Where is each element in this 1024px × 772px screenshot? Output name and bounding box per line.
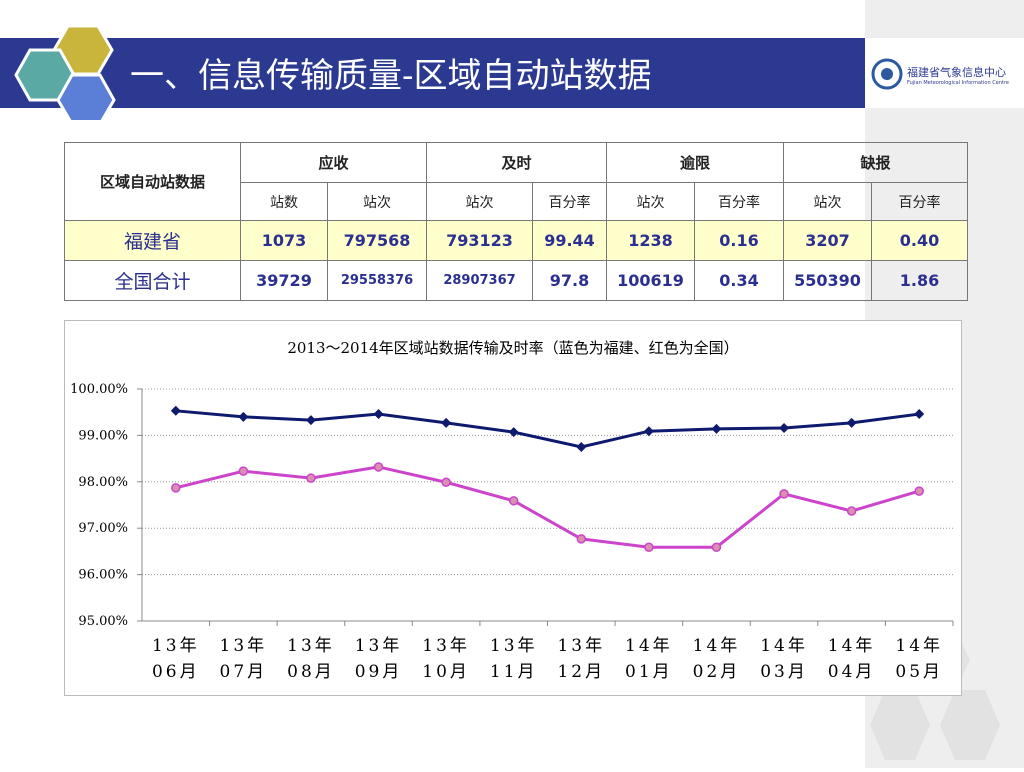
marker <box>238 411 249 422</box>
x-tick-label: 14年 <box>895 636 943 656</box>
y-tick-label: 99.00% <box>78 428 128 443</box>
cell: 全国合计 <box>64 260 241 301</box>
marker <box>441 477 451 488</box>
marker <box>914 486 924 496</box>
cell: 福建省 <box>64 220 241 261</box>
marker <box>170 405 181 416</box>
logo-icon <box>871 58 903 90</box>
slide-title: 一、信息传输质量-区域自动站数据 <box>130 56 652 96</box>
subheader: 站次 <box>606 182 695 221</box>
x-tick-label: 14年 <box>760 636 808 656</box>
corner: 区域自动站数据 <box>64 142 241 221</box>
x-tick-label: 11月 <box>490 662 538 682</box>
cell: 97.8 <box>532 260 607 301</box>
y-tick-label: 100.00% <box>70 382 128 397</box>
marker <box>373 462 384 472</box>
cell: 29558376 <box>327 260 427 301</box>
x-tick-label: 05月 <box>895 662 943 682</box>
y-tick-label: 98.00% <box>78 475 128 490</box>
marker <box>779 489 789 499</box>
marker <box>238 466 249 476</box>
marker <box>576 442 587 452</box>
cell: 28907367 <box>426 260 533 301</box>
subheader: 站次 <box>327 182 427 221</box>
x-tick-label: 13年 <box>152 636 200 656</box>
cell: 797568 <box>327 220 427 261</box>
marker <box>643 426 654 437</box>
series-line <box>175 465 920 549</box>
marker <box>441 417 452 428</box>
marker <box>644 542 654 552</box>
subheader: 站次 <box>426 182 533 221</box>
x-tick-label: 13年 <box>355 636 403 656</box>
x-tick-label: 02月 <box>693 662 741 682</box>
cell: 793123 <box>426 220 533 261</box>
marker <box>846 506 857 516</box>
x-tick-label: 12月 <box>557 662 605 682</box>
title-band <box>0 38 865 108</box>
marker <box>711 423 722 434</box>
x-tick-label: 01月 <box>625 662 673 682</box>
x-tick-label: 14年 <box>828 636 876 656</box>
chart-box: 2013～2014年区域站数据传输及时率（蓝色为福建、红色为全国） 95.00% 9… <box>64 320 962 696</box>
group: 缺报 <box>783 142 968 183</box>
chart-title: 2013～2014年区域站数据传输及时率（蓝色为福建、红色为全国） <box>287 339 738 357</box>
cell: 1.86 <box>871 260 968 301</box>
subheader: 站次 <box>783 182 872 221</box>
marker <box>576 534 587 544</box>
cell: 1238 <box>606 220 695 261</box>
x-tick-label: 07月 <box>220 662 268 682</box>
cell: 0.40 <box>871 220 968 261</box>
subheader: 站数 <box>240 182 328 221</box>
marker <box>846 417 857 428</box>
y-tick-label: 96.00% <box>78 568 128 583</box>
marker <box>373 409 384 420</box>
x-tick-label: 13年 <box>557 636 605 656</box>
data-table: 区域自动站数据 应收 及时 逾限 缺报 站数 站次 站次 百分率 站次 百分率 站次 百分率 福建省… <box>64 142 968 301</box>
cell: 99.44 <box>532 220 607 261</box>
x-tick-label: 13年 <box>287 636 335 656</box>
logo: 福建省气象信息中心 Fujian Meteorological Informat… <box>865 38 1024 108</box>
x-tick-label: 08月 <box>287 662 335 682</box>
x-tick-label: 14年 <box>625 636 673 656</box>
cell: 0.16 <box>694 220 784 261</box>
x-tick-label: 09月 <box>355 662 403 682</box>
cell: 1073 <box>240 220 328 261</box>
marker <box>508 427 519 438</box>
marker <box>779 422 790 433</box>
cell: 3207 <box>783 220 872 261</box>
group: 及时 <box>426 142 607 183</box>
cell: 550390 <box>783 260 872 301</box>
cell: 0.34 <box>694 260 784 301</box>
x-tick-label: 14年 <box>693 636 741 656</box>
marker <box>305 415 316 426</box>
x-tick-label: 13年 <box>220 636 268 656</box>
chart: 2013～2014年区域站数据传输及时率（蓝色为福建、红色为全国） 95.00% 9… <box>70 339 954 682</box>
subheader: 百分率 <box>871 182 968 221</box>
y-tick-label: 95.00% <box>78 614 128 629</box>
x-tick-label: 03月 <box>760 662 808 682</box>
subheader: 百分率 <box>694 182 784 221</box>
hex-icons <box>14 24 116 120</box>
x-tick-label: 13年 <box>490 636 538 656</box>
cell: 100619 <box>606 260 695 301</box>
subheader: 百分率 <box>532 182 607 221</box>
marker <box>914 409 925 420</box>
marker <box>306 473 316 483</box>
marker <box>711 542 722 552</box>
y-tick-label: 97.00% <box>78 521 128 536</box>
x-tick-label: 13年 <box>422 636 470 656</box>
group: 应收 <box>240 142 427 183</box>
x-tick-label: 06月 <box>152 662 200 682</box>
cell: 39729 <box>240 260 328 301</box>
group: 逾限 <box>606 142 784 183</box>
marker <box>508 496 519 506</box>
x-tick-label: 04月 <box>828 662 876 682</box>
x-tick-label: 10月 <box>422 662 470 682</box>
logo-name-en: Fujian Meteorological Information Centre <box>907 80 1009 86</box>
series-line <box>175 409 920 449</box>
marker <box>171 483 181 493</box>
logo-name: 福建省气象信息中心 <box>907 66 1006 79</box>
